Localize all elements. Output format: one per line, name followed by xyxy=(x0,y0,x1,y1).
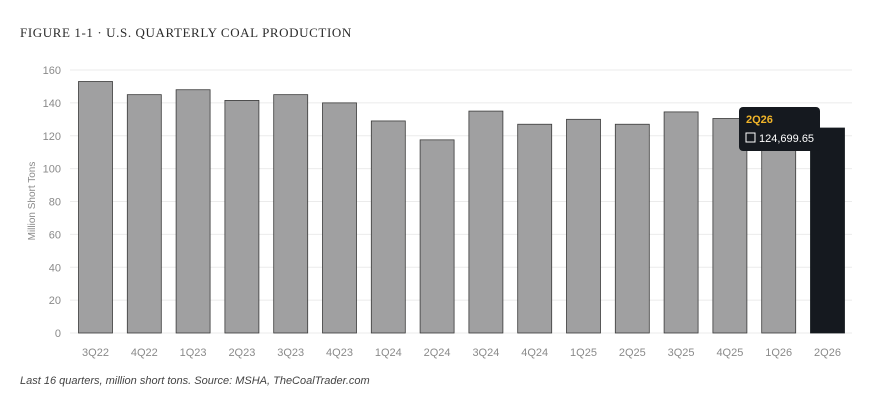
y-tick-label: 80 xyxy=(49,197,61,209)
bar-3Q22[interactable] xyxy=(78,81,113,334)
x-tick-label: 4Q24 xyxy=(521,347,548,359)
y-tick-label: 160 xyxy=(43,65,61,77)
y-tick-label: 100 xyxy=(43,164,61,176)
bar-2Q26[interactable] xyxy=(810,127,845,334)
x-tick-label: 1Q25 xyxy=(570,347,597,359)
bar-2Q24[interactable] xyxy=(419,139,455,334)
y-axis-label: Million Short Tons xyxy=(27,162,38,241)
x-tick-label: 3Q23 xyxy=(277,347,304,359)
bar-1Q24[interactable] xyxy=(370,120,406,334)
y-tick-label: 20 xyxy=(49,295,61,307)
bars xyxy=(78,81,845,334)
bar-3Q23[interactable] xyxy=(273,94,309,334)
bar-4Q25[interactable] xyxy=(712,118,748,334)
x-tick-label: 4Q25 xyxy=(716,347,743,359)
x-axis-ticks: 3Q22 4Q22 1Q23 2Q23 3Q23 4Q23 1Q24 2Q24 3Q24 4Q24… xyxy=(82,347,841,359)
x-tick-label: 3Q25 xyxy=(668,347,695,359)
x-tick-label: 1Q24 xyxy=(375,347,402,359)
y-tick-label: 120 xyxy=(43,131,61,143)
tooltip-label: 2Q26 xyxy=(746,114,773,126)
bar-1Q26[interactable] xyxy=(761,122,797,334)
x-tick-label: 2Q24 xyxy=(424,347,451,359)
x-tick-label: 2Q23 xyxy=(228,347,255,359)
y-tick-label: 40 xyxy=(49,262,61,274)
bar-3Q25[interactable] xyxy=(663,111,699,334)
x-tick-label: 4Q22 xyxy=(131,347,158,359)
tooltip-background xyxy=(739,107,820,151)
chart-caption: Last 16 quarters, million short tons. So… xyxy=(20,375,370,387)
bar-1Q23[interactable] xyxy=(175,89,211,334)
x-tick-label: 4Q23 xyxy=(326,347,353,359)
x-tick-label: 2Q25 xyxy=(619,347,646,359)
tooltip: 2Q26 124,699.65 xyxy=(739,107,820,151)
x-tick-label: 3Q22 xyxy=(82,347,109,359)
x-tick-label: 2Q26 xyxy=(814,347,841,359)
bar-1Q25[interactable] xyxy=(566,118,601,334)
bar-3Q24[interactable] xyxy=(468,110,504,334)
y-tick-label: 60 xyxy=(49,229,61,241)
y-axis-ticks: 0 20 40 60 80 100 120 140 160 xyxy=(43,65,61,340)
bar-4Q23[interactable] xyxy=(322,102,357,334)
figure-title: FIGURE 1-1 · U.S. QUARTERLY COAL PRODUCT… xyxy=(20,25,352,40)
tooltip-swatch xyxy=(745,132,756,143)
bar-4Q22[interactable] xyxy=(126,94,162,334)
bar-2Q25[interactable] xyxy=(614,123,650,334)
tooltip-value: 124,699.65 xyxy=(759,133,814,145)
x-tick-label: 1Q26 xyxy=(765,347,792,359)
x-tick-label: 3Q24 xyxy=(472,347,499,359)
bar-2Q23[interactable] xyxy=(224,100,260,334)
y-tick-label: 140 xyxy=(43,98,61,110)
x-tick-label: 1Q23 xyxy=(180,347,207,359)
bar-4Q24[interactable] xyxy=(517,123,553,334)
y-tick-label: 0 xyxy=(55,328,61,340)
